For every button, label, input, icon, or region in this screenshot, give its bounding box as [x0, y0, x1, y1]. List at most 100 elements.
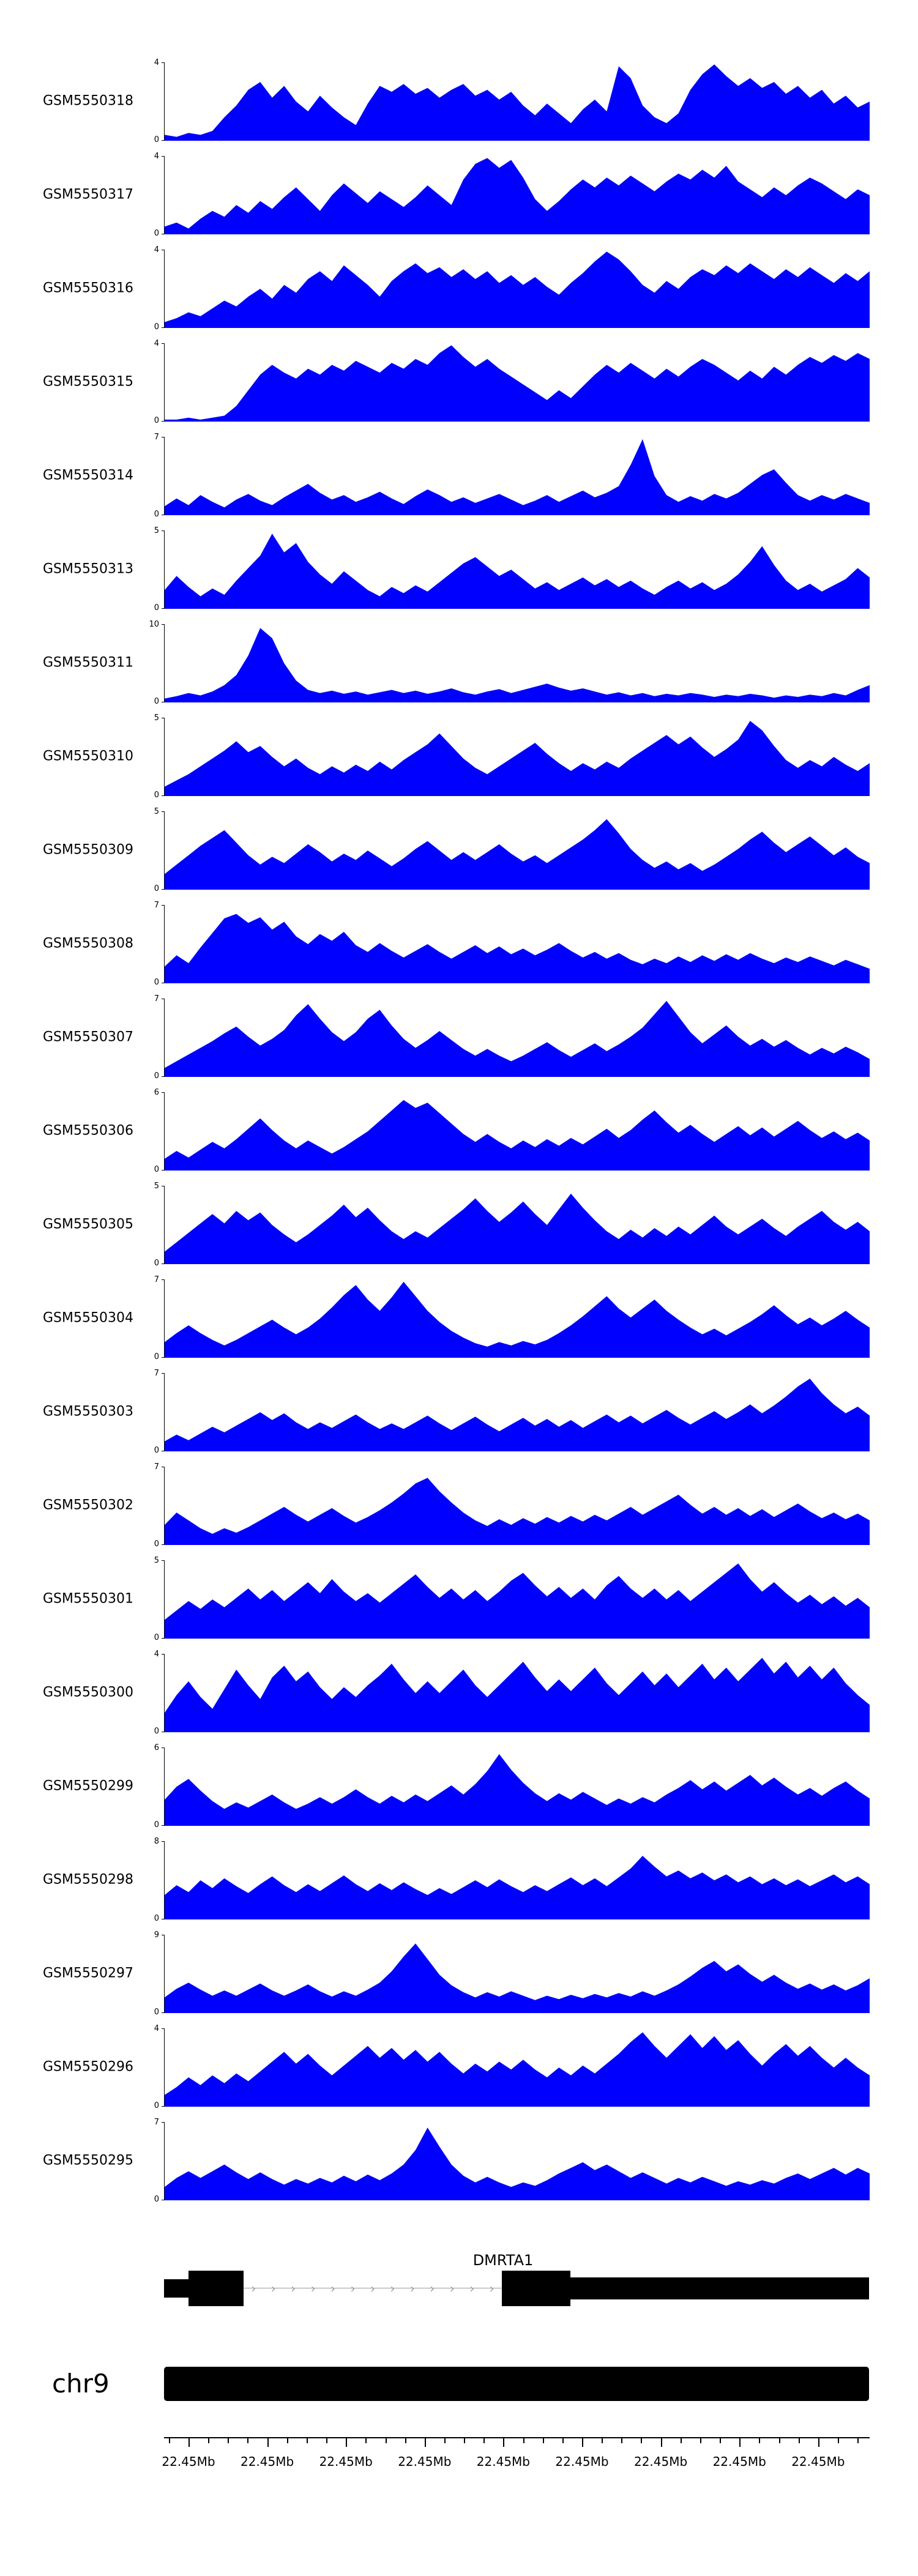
track-row: GSM5550314 7 0 [0, 428, 918, 522]
signal-area-svg [165, 345, 870, 422]
track-ymax-label: 6 [154, 1088, 159, 1097]
x-axis-tick-label: 22.45Mb [555, 2454, 609, 2469]
signal-area-svg [165, 1563, 870, 1639]
signal-area [165, 1000, 870, 1077]
track-signal-chart [164, 62, 870, 141]
intron-arrow-icon: › [291, 2281, 296, 2296]
track-ymax-label: 7 [154, 1369, 159, 1378]
track-label: GSM5550303 [43, 1404, 133, 1419]
track-ymin-label: 0 [154, 510, 159, 519]
track-signal-chart [164, 1467, 870, 1545]
track-ymax-label: 7 [154, 901, 159, 910]
track-row: GSM5550303 7 0 [0, 1364, 918, 1458]
intron-arrow-icon: › [430, 2281, 435, 2296]
x-axis-minor-tick [483, 2438, 485, 2443]
track-ymin-label: 0 [154, 791, 159, 800]
x-axis-minor-tick [228, 2438, 230, 2443]
x-axis-tick-label: 22.45Mb [162, 2454, 215, 2469]
intron-arrow-icon: › [350, 2281, 356, 2296]
track-ymax-label: 10 [149, 620, 159, 629]
intron-arrow-icon: › [330, 2281, 336, 2296]
track-label: GSM5550317 [43, 187, 133, 202]
x-axis-tick-label: 22.45Mb [791, 2454, 845, 2469]
track-ymax-label: 7 [154, 1275, 159, 1284]
y-axis-top-tick [162, 1560, 164, 1561]
x-axis-major-tick [188, 2438, 190, 2447]
gene-model: › › › › › › › › › › › › › [0, 2270, 918, 2307]
signal-area [165, 158, 870, 234]
x-axis-minor-tick [778, 2438, 780, 2443]
track-row: GSM5550304 7 0 [0, 1271, 918, 1364]
track-label: GSM5550306 [43, 1123, 133, 1138]
track-label: GSM5550304 [43, 1310, 133, 1325]
y-axis-bottom-tick [162, 140, 164, 141]
track-label: GSM5550310 [43, 748, 133, 764]
signal-area-svg [165, 1379, 870, 1451]
y-axis-top-tick [162, 2122, 164, 2123]
track-ymax-label: 7 [154, 433, 159, 442]
x-axis-line [164, 2437, 870, 2438]
y-axis-bottom-tick [162, 2106, 164, 2107]
intron-arrow-icon: › [251, 2281, 256, 2296]
x-axis-major-tick [424, 2438, 426, 2447]
track-ymin-label: 0 [154, 1446, 159, 1455]
track-label: GSM5550298 [43, 1872, 133, 1887]
signal-area-svg [165, 439, 870, 515]
track-row: GSM5550301 5 0 [0, 1552, 918, 1645]
signal-area-svg [165, 819, 870, 890]
track-row: GSM5550310 5 0 [0, 709, 918, 803]
track-row: GSM5550302 7 0 [0, 1458, 918, 1552]
x-axis-minor-tick [759, 2438, 761, 2443]
gene-exon-box-left [188, 2271, 244, 2306]
y-axis-bottom-tick [162, 795, 164, 796]
track-ymin-label: 0 [154, 978, 159, 987]
signal-area [165, 1563, 870, 1639]
track-label: GSM5550314 [43, 467, 133, 483]
signal-area [165, 1281, 870, 1358]
track-row: GSM5550295 7 0 [0, 2113, 918, 2207]
intron-arrow-icon: › [469, 2281, 475, 2296]
intron-direction-arrows: › › › › › › › › › › › › › [244, 2280, 502, 2296]
signal-area [165, 628, 870, 702]
signal-area-svg [165, 1658, 870, 1732]
track-label: GSM5550297 [43, 1965, 133, 1981]
signal-area [165, 345, 870, 422]
signal-area-svg [165, 914, 870, 983]
gene-name-label: DMRTA1 [472, 2252, 534, 2269]
track-ymax-label: 4 [154, 1650, 159, 1659]
track-ymax-label: 8 [154, 1837, 159, 1846]
x-axis-minor-tick [306, 2438, 308, 2443]
track-label: GSM5550305 [43, 1216, 133, 1232]
track-row: GSM5550315 4 0 [0, 335, 918, 428]
x-axis-major-tick [346, 2438, 348, 2447]
gene-utr-box [164, 2279, 188, 2298]
track-ymax-label: 5 [154, 807, 159, 816]
track-row: GSM5550305 5 0 [0, 1177, 918, 1271]
track-row: GSM5550318 4 0 [0, 54, 918, 147]
x-axis-minor-tick [286, 2438, 288, 2443]
track-ymin-label: 0 [154, 1352, 159, 1361]
y-axis-bottom-tick [162, 1170, 164, 1171]
track-label: GSM5550307 [43, 1029, 133, 1044]
track-ymax-label: 6 [154, 1743, 159, 1752]
track-label: GSM5550316 [43, 280, 133, 296]
x-axis-minor-tick [720, 2438, 722, 2443]
signal-area [165, 251, 870, 328]
track-signal-chart [164, 530, 870, 609]
y-axis-bottom-tick [162, 1544, 164, 1545]
track-signal-chart [164, 1841, 870, 1919]
track-label: GSM5550299 [43, 1778, 133, 1793]
x-axis-minor-tick [523, 2438, 524, 2443]
x-axis-major-tick [739, 2438, 741, 2447]
track-signal-chart [164, 2122, 870, 2200]
track-row: GSM5550307 7 0 [0, 990, 918, 1084]
y-axis-top-tick [162, 1654, 164, 1655]
track-signal-chart [164, 1373, 870, 1451]
intron-arrow-icon: › [390, 2281, 395, 2296]
track-ymax-label: 7 [154, 1462, 159, 1472]
track-ymax-label: 5 [154, 1182, 159, 1191]
x-axis-minor-tick [621, 2438, 623, 2443]
signal-area-svg [165, 721, 870, 796]
track-ymin-label: 0 [154, 1539, 159, 1549]
